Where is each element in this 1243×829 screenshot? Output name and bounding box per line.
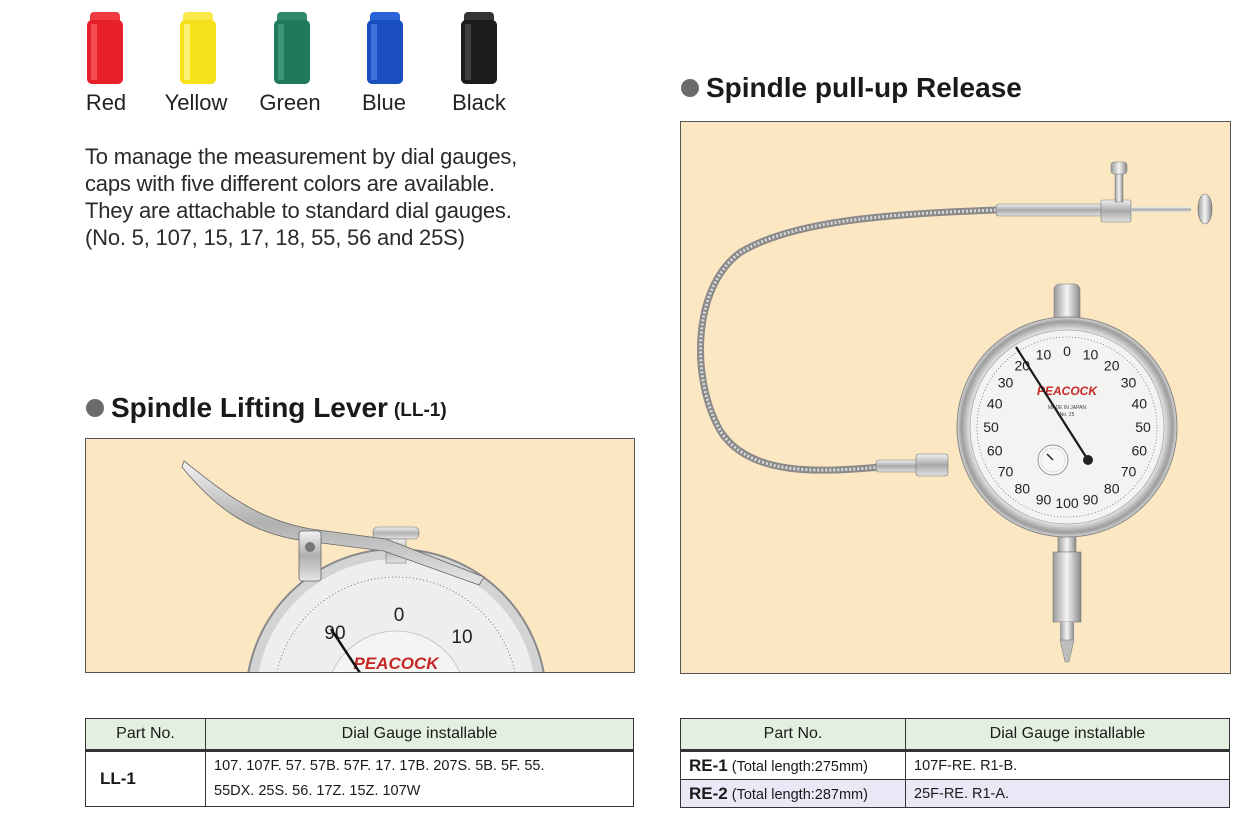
- bullet-icon: [681, 79, 699, 97]
- dial-number: 30: [998, 374, 1014, 390]
- dial-made-in: MADE IN JAPAN: [1048, 405, 1086, 411]
- dial-number: 70: [998, 464, 1014, 480]
- dial-number: 90: [1083, 491, 1099, 507]
- pull-up-title: Spindle pull-up Release: [706, 72, 1022, 103]
- dial-model: No. 25: [1060, 412, 1075, 418]
- cap-label-green: Green: [259, 90, 321, 115]
- dial-number: 40: [1132, 396, 1148, 412]
- bullet-icon: [86, 399, 104, 417]
- dial-number: 100: [1055, 495, 1079, 511]
- dial-number: 10: [1036, 347, 1052, 363]
- total-length: (Total length:287mm): [731, 786, 868, 803]
- gauges-cell: 25F-RE. R1-A.: [905, 779, 1230, 808]
- lifting-lever-table: Part No. Dial Gauge installable LL-1 107…: [85, 718, 634, 807]
- dial-number: 80: [1015, 481, 1031, 497]
- part-number: RE-2: [689, 783, 728, 803]
- table-header-dial-gauge: Dial Gauge installable: [905, 718, 1230, 752]
- dial-number: 90: [1036, 491, 1052, 507]
- cap-description: To manage the measurement by dial gauges…: [85, 143, 555, 251]
- pull-up-heading: Spindle pull-up Release: [681, 72, 1022, 104]
- table-row: LL-1 107. 107F. 57. 57B. 57F. 17. 17B. 2…: [85, 750, 634, 807]
- yellow-cap-image: [180, 12, 216, 84]
- pull-up-release-image: 0 10 20 30 40 50 60 70 80 90 100 90 80 70 60 50 40 30 20 10…: [680, 121, 1231, 674]
- lifting-lever-model: (LL-1): [393, 400, 447, 421]
- table-header-part-no: Part No.: [680, 718, 906, 752]
- part-number: LL-1: [100, 769, 136, 788]
- dial-number: 20: [1104, 358, 1120, 374]
- description-line: caps with five different colors are avai…: [85, 171, 495, 196]
- description-line: (No. 5, 107, 15, 17, 18, 55, 56 and 25S): [85, 225, 465, 250]
- table-row: RE-2 (Total length:287mm) 25F-RE. R1-A.: [680, 779, 1230, 808]
- pull-up-release-illustration: 0 102030405060708090100908070605040302010…: [697, 161, 1213, 663]
- part-number: RE-1: [689, 755, 728, 775]
- table-header-part-no: Part No.: [85, 718, 206, 752]
- lever-dial-number-0: 0: [394, 605, 405, 626]
- description-line: They are attachable to standard dial gau…: [85, 198, 512, 223]
- dial-number: 10: [1083, 347, 1099, 363]
- green-cap-image: [274, 12, 310, 84]
- total-length: (Total length:275mm): [731, 758, 868, 775]
- lifting-lever-illustration: 0 90 10 PEACOCK: [181, 460, 545, 672]
- gauges-cell: 107F-RE. R1-B.: [905, 750, 1230, 780]
- gauges-line: 107. 107F. 57. 57B. 57F. 17. 17B. 207S. …: [214, 758, 545, 774]
- table-row: RE-1 (Total length:275mm) 107F-RE. R1-B.: [680, 750, 1230, 780]
- dial-number: 0: [1063, 343, 1071, 359]
- lever-dial-number-10: 10: [451, 627, 472, 648]
- part-number-cell: RE-1 (Total length:275mm): [680, 750, 906, 780]
- dial-number: 50: [1135, 419, 1151, 435]
- dial-number: 60: [987, 443, 1003, 459]
- blue-cap-image: [367, 12, 403, 84]
- dial-number: 40: [987, 396, 1003, 412]
- lifting-lever-title: Spindle Lifting Lever: [111, 392, 388, 423]
- cap-label-yellow: Yellow: [164, 90, 228, 115]
- dial-brand: PEACOCK: [1037, 384, 1098, 398]
- part-number-cell: LL-1: [85, 750, 206, 807]
- release-table: Part No. Dial Gauge installable RE-1 (To…: [680, 718, 1230, 808]
- cap-label-blue: Blue: [361, 90, 407, 115]
- cap-label-black: Black: [452, 90, 506, 115]
- lever-dial-brand: PEACOCK: [353, 654, 440, 672]
- black-cap-image: [461, 12, 497, 84]
- lifting-lever-heading: Spindle Lifting Lever (LL-1): [86, 392, 447, 424]
- dial-number: 80: [1104, 481, 1120, 497]
- dial-number: 50: [983, 419, 999, 435]
- dial-number: 30: [1121, 374, 1137, 390]
- table-header-dial-gauge: Dial Gauge installable: [205, 718, 634, 752]
- dial-number: 60: [1132, 443, 1148, 459]
- cap-label-red: Red: [85, 90, 127, 115]
- lifting-lever-image: 0 90 10 PEACOCK: [85, 438, 635, 673]
- red-cap-image: [87, 12, 123, 84]
- gauges-cell: 107. 107F. 57. 57B. 57F. 17. 17B. 207S. …: [205, 750, 634, 807]
- part-number-cell: RE-2 (Total length:287mm): [680, 779, 906, 808]
- gauges-line: 55DX. 25S. 56. 17Z. 15Z. 107W: [214, 783, 421, 799]
- description-line: To manage the measurement by dial gauges…: [85, 144, 518, 169]
- dial-number: 70: [1121, 464, 1137, 480]
